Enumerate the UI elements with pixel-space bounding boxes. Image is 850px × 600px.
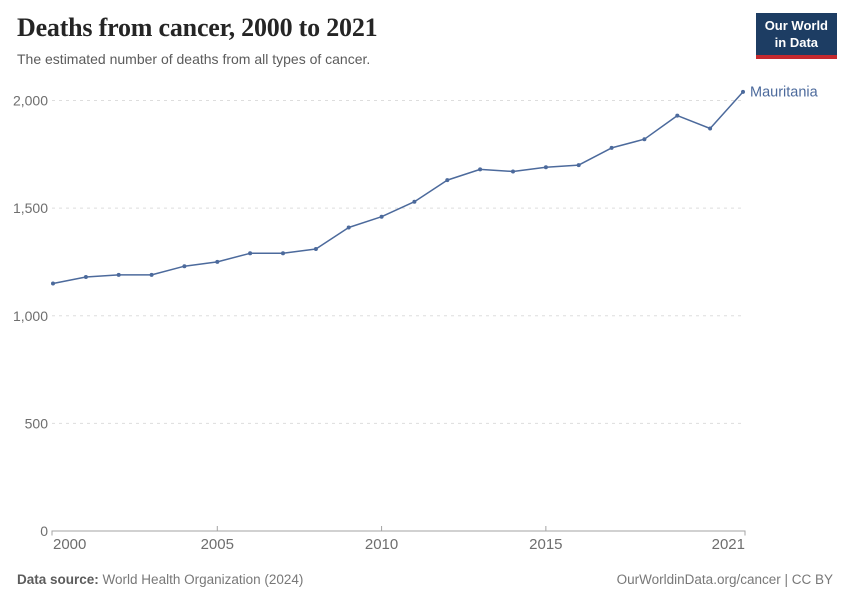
credit-link[interactable]: OurWorldinData.org/cancer | CC BY	[616, 572, 833, 587]
data-source: Data source: World Health Organization (…	[17, 572, 303, 587]
owid-logo[interactable]: Our World in Data	[755, 13, 837, 59]
chart-title: Deaths from cancer, 2000 to 2021	[17, 13, 378, 42]
y-tick-label-500: 500	[25, 415, 49, 431]
owid-logo-line2: in Data	[774, 34, 819, 50]
data-point-2015[interactable]	[543, 165, 548, 170]
data-point-2007[interactable]	[281, 251, 285, 256]
data-point-2002[interactable]	[116, 272, 121, 277]
data-point-2010[interactable]	[379, 214, 384, 219]
data-point-2004[interactable]	[182, 264, 187, 269]
data-point-2009[interactable]	[346, 225, 351, 230]
data-point-2008[interactable]	[313, 247, 318, 251]
chart-canvas[interactable]: 0 500 1,000 1,500 2,000 2000 2005 2010 2015 2021 M…	[0, 80, 850, 565]
x-tick-label-2021: 2021	[712, 536, 745, 553]
chart-footer: Data source: World Health Organization (…	[17, 572, 833, 587]
x-tick-label-2005: 2005	[201, 536, 234, 553]
x-axis-line	[51, 530, 746, 536]
data-point-2021[interactable]	[741, 89, 745, 94]
data-point-2012[interactable]	[445, 178, 450, 183]
data-point-2019[interactable]	[675, 113, 680, 118]
y-tick-label-0: 0	[40, 523, 48, 539]
x-tick-label-2000: 2000	[53, 536, 86, 553]
data-point-2000[interactable]	[51, 281, 55, 286]
data-point-2003[interactable]	[149, 272, 154, 277]
x-tick-label-2010: 2010	[365, 536, 398, 553]
owid-logo-line1: Our World	[764, 18, 828, 33]
y-tick-label-1500: 1,500	[13, 200, 48, 216]
data-point-2013[interactable]	[478, 167, 483, 172]
data-source-label: Data source:	[17, 572, 99, 587]
series-label-mauritania: Mauritania	[750, 84, 819, 100]
x-tick-label-2015: 2015	[529, 536, 562, 553]
data-point-2014[interactable]	[511, 169, 515, 174]
data-point-2005[interactable]	[215, 259, 220, 264]
data-point-2001[interactable]	[83, 275, 88, 279]
data-line-mauritania[interactable]	[52, 91, 744, 285]
data-point-2016[interactable]	[576, 163, 581, 168]
data-point-2006[interactable]	[248, 251, 253, 256]
data-point-2020[interactable]	[708, 126, 713, 131]
data-point-2017[interactable]	[609, 145, 614, 150]
data-point-2018[interactable]	[642, 137, 647, 142]
data-point-2011[interactable]	[412, 199, 417, 204]
y-tick-label-2000: 2,000	[13, 93, 48, 109]
chart-subtitle: The estimated number of deaths from all …	[17, 51, 371, 67]
y-tick-label-1000: 1,000	[13, 308, 48, 324]
data-source-value: World Health Organization (2024)	[102, 572, 304, 587]
